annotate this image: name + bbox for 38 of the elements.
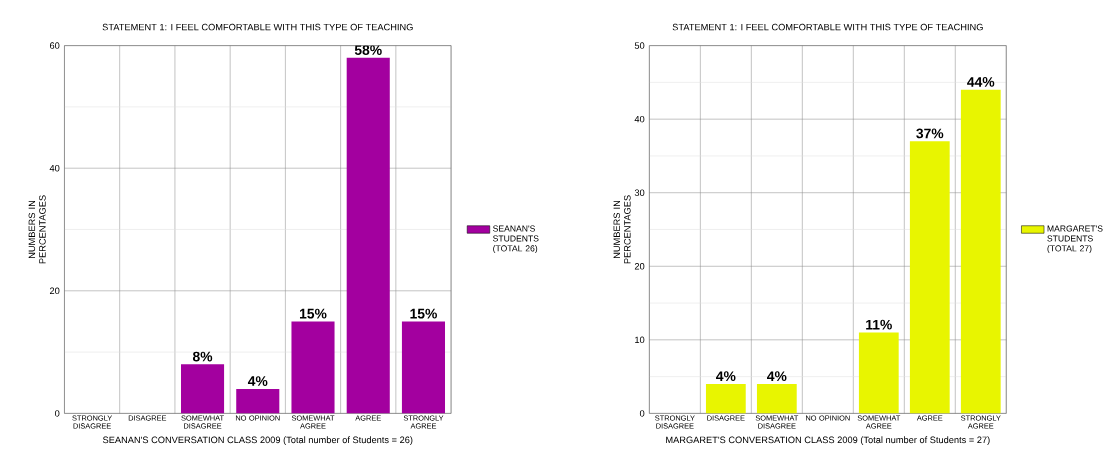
y-axis-title: NUMBERS IN PERCENTAGES [613, 195, 631, 264]
y-axis-title: NUMBERS IN PERCENTAGES [28, 195, 46, 264]
bar [858, 332, 899, 414]
y-tick-label: 10 [635, 336, 645, 344]
y-tick-label: 30 [634, 189, 645, 196]
legend-label: SEANAN'S STUDENTS (TOTAL 26) [493, 225, 539, 254]
data-label: 4% [716, 371, 736, 382]
y-tick-label: 20 [634, 263, 645, 270]
y-tick-label: 0 [54, 410, 60, 417]
data-label: 4% [767, 371, 787, 382]
chart-title: STATEMENT 1: I FEEL COMFORTABLE WITH THIS TYPE OF TEACHING [102, 23, 413, 31]
data-label: 44% [967, 77, 995, 87]
bar [181, 364, 225, 414]
bar [960, 89, 1001, 414]
y-tick-label: 20 [49, 287, 60, 295]
data-label: 4% [247, 376, 268, 386]
y-tick-label: 40 [49, 164, 60, 172]
y-tick-label: 40 [634, 115, 645, 123]
bar [291, 321, 335, 414]
bar [346, 57, 390, 414]
bar [401, 321, 446, 414]
data-label: 15% [410, 308, 437, 319]
chart-title: STATEMENT 1: I FEEL COMFORTABLE WITH THIS TYPE OF TEACHING [672, 23, 983, 31]
bar [705, 383, 746, 414]
bar [236, 388, 280, 414]
data-label: 8% [192, 351, 213, 362]
y-tick-label: 60 [49, 42, 60, 49]
legend-label: MARGARET'S STUDENTS (TOTAL 27) [1047, 225, 1103, 254]
data-label: 58% [354, 45, 382, 55]
x-axis-title: MARGARET'S CONVERSATION CLASS 2009 (Total number of Students = 27) [666, 436, 990, 445]
data-label: 11% [866, 319, 892, 330]
data-label: 37% [916, 128, 944, 139]
y-tick-label: 50 [634, 42, 645, 49]
bar [909, 141, 950, 414]
data-label: 15% [299, 308, 327, 319]
y-tick-label: 0 [639, 410, 645, 417]
x-axis-title: SEANAN'S CONVERSATION CLASS 2009 (Total number of Students = 26) [102, 436, 413, 445]
bar [756, 383, 797, 414]
